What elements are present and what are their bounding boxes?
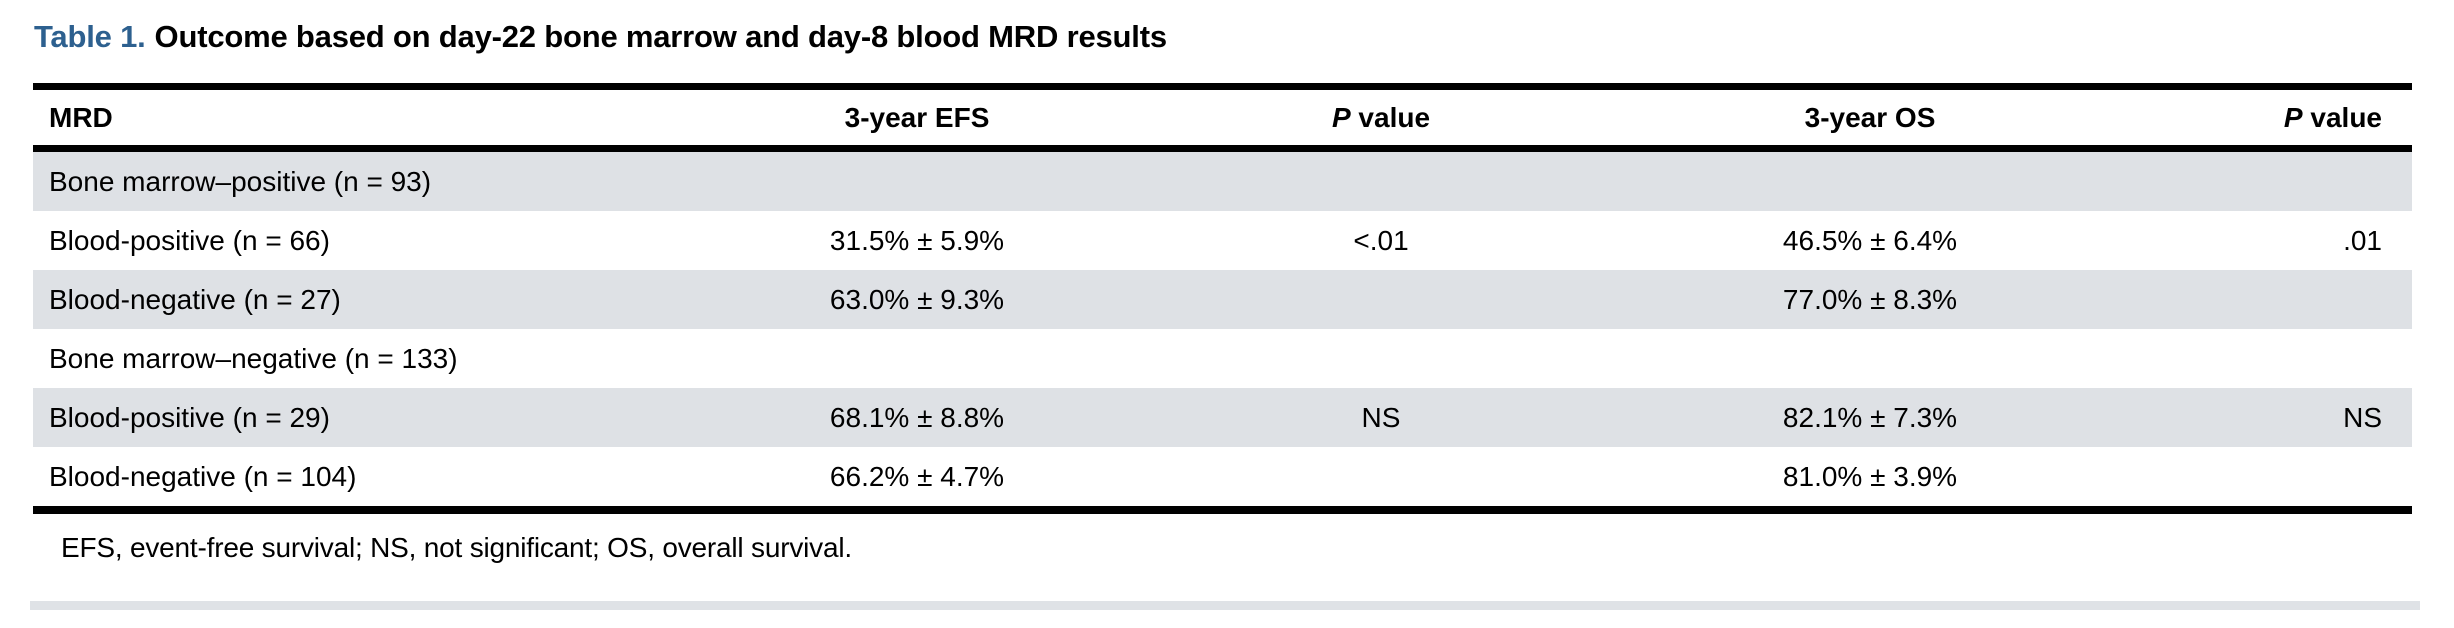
group-row: Bone marrow–positive (n = 93) bbox=[33, 148, 2412, 212]
next-section-strip bbox=[30, 601, 2420, 610]
cell-os: 81.0% ± 3.9% bbox=[1782, 461, 1958, 492]
col-header-mrd: MRD bbox=[33, 86, 643, 152]
cell-pvalue-os bbox=[2169, 149, 2412, 212]
cell-efs: 68.1% ± 8.8% bbox=[829, 402, 1005, 433]
col-header-pvalue-os: P value bbox=[2169, 86, 2412, 152]
cell-efs bbox=[643, 329, 1191, 388]
table-caption-label: Table 1. bbox=[34, 19, 146, 54]
cell-os bbox=[1571, 149, 2169, 212]
cell-pvalue-efs bbox=[1191, 270, 1571, 329]
p-italic: P bbox=[1331, 102, 1351, 133]
p-italic: P bbox=[2283, 102, 2303, 133]
header-row: MRD 3-year EFS P value 3-year OS P value bbox=[33, 86, 2412, 152]
col-header-pvalue-efs: P value bbox=[1191, 86, 1571, 152]
cell-mrd: Bone marrow–positive (n = 93) bbox=[49, 166, 432, 197]
cell-os: 82.1% ± 7.3% bbox=[1782, 402, 1958, 433]
table-row: Blood-positive (n = 66) 31.5% ± 5.9% <.0… bbox=[33, 211, 2412, 270]
col-header-os: 3-year OS bbox=[1571, 86, 2169, 152]
cell-pvalue-os bbox=[2169, 447, 2412, 510]
cell-mrd: Blood-negative (n = 27) bbox=[49, 284, 341, 315]
cell-pvalue-os bbox=[2169, 329, 2412, 388]
cell-pvalue-efs bbox=[1191, 447, 1571, 510]
cell-efs bbox=[643, 149, 1191, 212]
cell-pvalue-os: .01 bbox=[2343, 225, 2382, 256]
table-1-block: Table 1. Outcome based on day-22 bone mar… bbox=[33, 16, 2412, 565]
table-row: Blood-negative (n = 27) 63.0% ± 9.3% 77.… bbox=[33, 270, 2412, 329]
cell-pvalue-efs bbox=[1191, 149, 1571, 212]
p-rest: value bbox=[2310, 102, 2382, 133]
group-row: Bone marrow–negative (n = 133) bbox=[33, 329, 2412, 388]
p-rest: value bbox=[1358, 102, 1431, 133]
outcome-table: MRD 3-year EFS P value 3-year OS P value… bbox=[33, 83, 2412, 514]
table-footnote: EFS, event-free survival; NS, not signif… bbox=[61, 532, 852, 563]
cell-os: 46.5% ± 6.4% bbox=[1782, 225, 1958, 256]
table-caption-title: Outcome based on day-22 bone marrow and … bbox=[154, 19, 1168, 54]
cell-pvalue-efs bbox=[1191, 329, 1571, 388]
cell-os: 77.0% ± 8.3% bbox=[1782, 284, 1958, 315]
cell-efs: 31.5% ± 5.9% bbox=[829, 225, 1005, 256]
cell-efs: 66.2% ± 4.7% bbox=[829, 461, 1005, 492]
cell-pvalue-os bbox=[2169, 270, 2412, 329]
col-header-efs: 3-year EFS bbox=[643, 86, 1191, 152]
cell-pvalue-efs: NS bbox=[1361, 402, 1401, 433]
cell-os bbox=[1571, 329, 2169, 388]
cell-pvalue-os: NS bbox=[2343, 402, 2382, 433]
cell-mrd: Bone marrow–negative (n = 133) bbox=[49, 343, 458, 374]
table-row: Blood-negative (n = 104) 66.2% ± 4.7% 81… bbox=[33, 447, 2412, 510]
cell-mrd: Blood-negative (n = 104) bbox=[49, 461, 357, 492]
cell-efs: 63.0% ± 9.3% bbox=[829, 284, 1005, 315]
cell-mrd: Blood-positive (n = 29) bbox=[49, 402, 330, 433]
table-caption: Table 1. Outcome based on day-22 bone mar… bbox=[34, 16, 2412, 58]
cell-pvalue-efs: <.01 bbox=[1353, 225, 1409, 256]
cell-mrd: Blood-positive (n = 66) bbox=[49, 225, 330, 256]
table-row: Blood-positive (n = 29) 68.1% ± 8.8% NS … bbox=[33, 388, 2412, 447]
